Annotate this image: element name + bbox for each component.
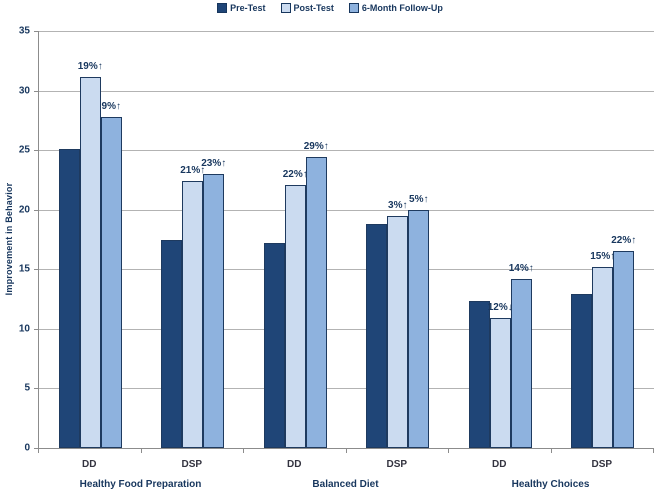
x-category-label: DSP	[386, 459, 408, 470]
bar-6-month-follow-up-dsp-5	[613, 251, 635, 448]
bar-6-month-follow-up-dsp-1	[203, 173, 225, 448]
y-tick-label: 5	[24, 382, 30, 394]
x-category-label: DD	[492, 459, 507, 470]
bar-pre-test-dd-4	[468, 301, 490, 448]
gridline	[39, 90, 654, 92]
x-tick-mark	[243, 449, 244, 453]
x-tick-mark	[550, 449, 552, 453]
bar-post-test-dsp-1	[182, 181, 204, 448]
legend-label-pre-test: Pre-Test	[230, 3, 266, 13]
y-tick-mark	[34, 448, 38, 449]
bar-pre-test-dd-2	[263, 243, 285, 448]
bar-post-test-dd-0	[79, 77, 101, 448]
bar-6-month-follow-up-dsp-3	[408, 209, 430, 448]
y-tick-label: 0	[24, 442, 30, 454]
y-tick-mark	[34, 328, 38, 330]
y-tick-label: 10	[18, 323, 30, 335]
x-tick-mark	[345, 449, 347, 453]
bar-6-month-follow-up-dd-0	[100, 116, 122, 448]
bar-annotation: 14%↑	[508, 262, 534, 274]
legend-swatch-post-test-icon	[280, 3, 291, 13]
y-tick-label: 20	[18, 204, 30, 216]
bar-annotation: 3%↑	[388, 199, 408, 211]
x-category-label: DD	[82, 459, 97, 470]
bar-pre-test-dd-0	[58, 148, 80, 448]
bar-post-test-dd-4	[489, 318, 511, 448]
bar-annotation: 9%↑	[101, 100, 121, 112]
legend-item-pre-test: Pre-Test	[217, 3, 266, 13]
x-tick-mark	[38, 449, 39, 453]
legend-label-post-test: Post-Test	[293, 3, 334, 13]
x-tick-mark	[653, 449, 654, 453]
bar-pre-test-dsp-3	[366, 224, 388, 448]
bar-annotation: 19%↑	[77, 61, 103, 73]
gridline	[39, 150, 654, 152]
bar-annotation: 15%↑	[590, 250, 616, 262]
x-category-label: DSP	[181, 459, 203, 470]
bar-pre-test-dsp-5	[571, 294, 593, 448]
legend-item-6-month-follow-up: 6-Month Follow-Up	[348, 3, 443, 13]
x-group-label: Healthy Food Preparation	[79, 479, 202, 490]
gridline	[39, 328, 654, 330]
x-group-label: Balanced Diet	[312, 479, 379, 490]
bar-post-test-dsp-5	[592, 266, 614, 448]
y-tick-mark	[34, 150, 38, 152]
y-tick-label: 15	[18, 263, 30, 275]
bar-annotation: 22%↑	[611, 235, 637, 247]
bar-annotation: 22%↑	[282, 168, 308, 180]
bar-annotation: 29%↑	[303, 141, 329, 153]
y-tick-mark	[34, 31, 38, 32]
y-axis-title: Improvement in Behavior	[4, 182, 14, 296]
gridline	[39, 388, 654, 390]
y-tick-mark	[34, 269, 38, 271]
bar-6-month-follow-up-dd-4	[510, 278, 532, 448]
bar-annotation: 12%↓	[487, 302, 513, 314]
legend-swatch-6-month-follow-up-icon	[348, 3, 359, 13]
legend-item-post-test: Post-Test	[280, 3, 334, 13]
x-tick-mark	[140, 449, 142, 453]
y-tick-label: 35	[18, 25, 30, 37]
y-tick-mark	[34, 90, 38, 92]
bar-post-test-dd-2	[284, 184, 306, 448]
x-group-label: Healthy Choices	[511, 479, 590, 490]
legend-swatch-pre-test-icon	[217, 3, 228, 13]
bar-annotation: 23%↑	[201, 157, 227, 169]
gridline	[39, 269, 654, 271]
bar-pre-test-dsp-1	[161, 239, 183, 448]
chart-legend: Pre-Test Post-Test 6-Month Follow-Up	[0, 3, 660, 13]
bar-post-test-dsp-3	[387, 215, 409, 448]
y-tick-mark	[34, 388, 38, 390]
y-tick-mark	[34, 209, 38, 211]
bar-6-month-follow-up-dd-2	[305, 157, 327, 448]
gridline	[39, 31, 654, 32]
x-category-label: DD	[287, 459, 302, 470]
legend-label-6-month-follow-up: 6-Month Follow-Up	[361, 3, 443, 13]
gridline	[39, 209, 654, 211]
plot-area: 19%↑ 21%↑ 22%↑ 3%↑ 12%↓ 15%↑ 9%↑ 23%↑ 29%↑ 5%↑ 14%…	[38, 31, 654, 449]
bar-annotation: 5%↑	[409, 193, 429, 205]
bar-annotation: 21%↑	[180, 165, 206, 177]
x-category-label: DSP	[591, 459, 613, 470]
y-tick-label: 30	[18, 85, 30, 97]
y-tick-label: 25	[18, 144, 30, 156]
x-tick-mark	[448, 449, 449, 453]
